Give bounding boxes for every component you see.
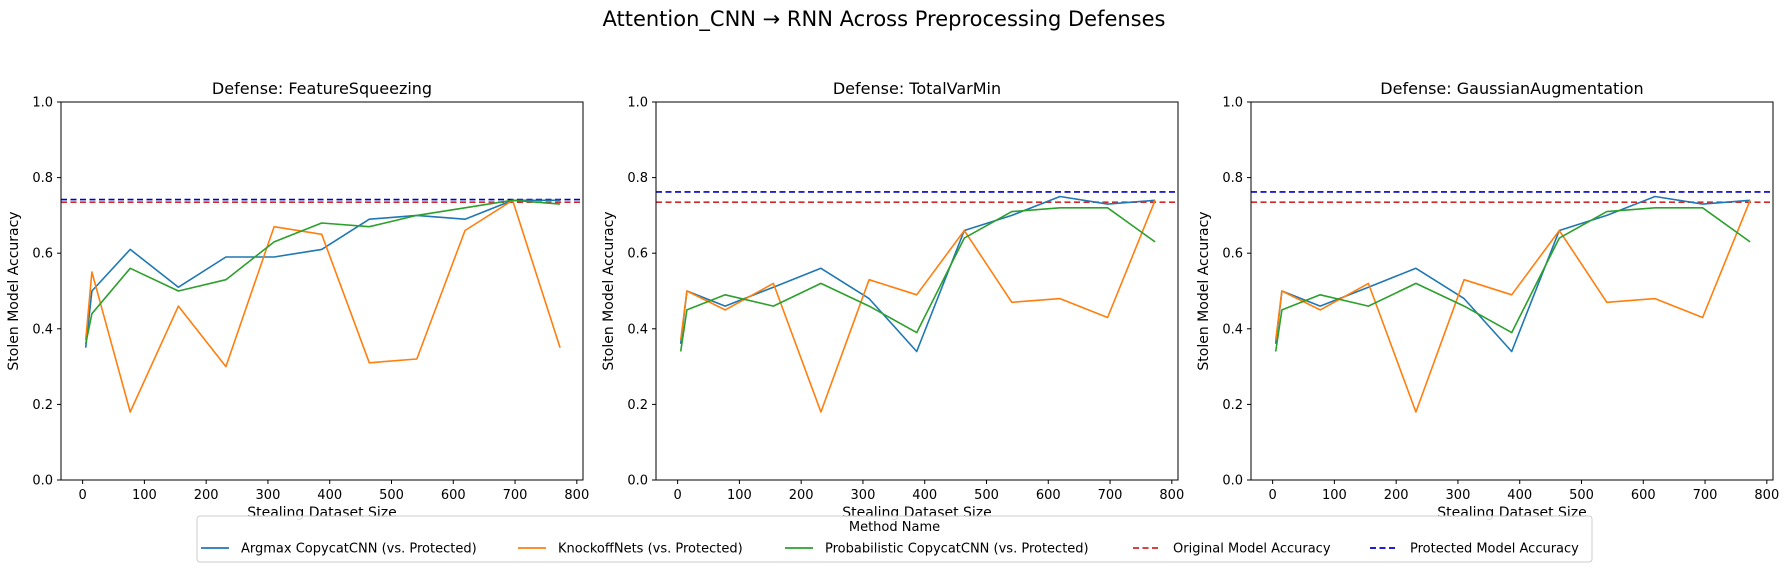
y-tick-label: 0.6 xyxy=(627,247,648,262)
panel-title: Defense: GaussianAugmentation xyxy=(1380,79,1643,98)
x-tick-label: 800 xyxy=(1159,488,1184,503)
panel-title: Defense: FeatureSqueezing xyxy=(212,79,432,98)
x-tick-label: 300 xyxy=(851,488,876,503)
x-tick-label: 0 xyxy=(78,488,86,503)
legend-item-protected-model-accuracy: Protected Model Accuracy xyxy=(1370,542,1579,557)
x-tick-label: 400 xyxy=(317,488,342,503)
legend-box xyxy=(196,515,1593,563)
series-line-argmax-copycatcnn-vs-protected xyxy=(1274,195,1751,353)
x-tick-label: 500 xyxy=(1569,488,1594,503)
x-tick-label: 300 xyxy=(1446,488,1471,503)
plot-area xyxy=(1251,191,1773,413)
x-tick-label: 600 xyxy=(1036,488,1061,503)
panel-defense-totalvarmin: Defense: TotalVarMin 0.0 0.2 0.4 0.6 0.8 1.0 0 1… xyxy=(601,79,1184,521)
y-tick-label: 1.0 xyxy=(32,96,53,111)
y-tick-label: 0.2 xyxy=(1222,398,1243,413)
x-tick-label: 200 xyxy=(1384,488,1409,503)
x-tick-label: 200 xyxy=(789,488,814,503)
x-tick-label: 400 xyxy=(912,488,937,503)
legend-title: Method Name xyxy=(849,520,940,535)
legend-item-original-model-accuracy: Original Model Accuracy xyxy=(1133,542,1331,557)
series-line-knockoffnets-vs-protected xyxy=(84,199,561,413)
x-tick-label: 0 xyxy=(673,488,681,503)
series-line-probabilistic-copycatcnn-vs-protected xyxy=(1274,207,1751,352)
plot-area xyxy=(656,191,1178,413)
x-tick-label: 100 xyxy=(1322,488,1347,503)
axes-frame xyxy=(655,101,1179,481)
panel-defense-featuresqueezing: Defense: FeatureSqueezing 0.0 0.2 0.4 0.6 0.8… xyxy=(6,79,589,521)
series-line-knockoffnets-vs-protected xyxy=(1274,199,1751,413)
panel-title: Defense: TotalVarMin xyxy=(833,79,1001,98)
legend-label: Argmax CopycatCNN (vs. Protected) xyxy=(241,542,477,557)
chart-panels: Defense: FeatureSqueezing 0.0 0.2 0.4 0.6 0.8… xyxy=(6,79,1779,521)
legend: Method Name Argmax CopycatCNN (vs. Protec… xyxy=(196,515,1593,563)
figure-title: Attention_CNN → RNN Across Preprocessing… xyxy=(602,7,1165,32)
panel-defense-gaussianaugmentation: Defense: GaussianAugmentation 0.0 0.2 0.4 0.… xyxy=(1196,79,1779,521)
y-tick-label: 0.6 xyxy=(1222,247,1243,262)
x-tick-label: 0 xyxy=(1268,488,1276,503)
y-axis-label: Stolen Model Accuracy xyxy=(6,211,22,370)
x-tick-label: 500 xyxy=(974,488,999,503)
x-tick-label: 700 xyxy=(1098,488,1123,503)
series-line-probabilistic-copycatcnn-vs-protected xyxy=(84,199,561,345)
y-tick-label: 0.8 xyxy=(32,171,53,186)
y-tick-label: 0.0 xyxy=(1222,474,1243,489)
x-tick-label: 700 xyxy=(1693,488,1718,503)
legend-item-argmax-copycatcnn-vs-protected: Argmax CopycatCNN (vs. Protected) xyxy=(201,542,477,557)
y-tick-label: 0.8 xyxy=(627,171,648,186)
legend-label: Probabilistic CopycatCNN (vs. Protected) xyxy=(825,542,1089,557)
y-tick-label: 0.4 xyxy=(32,322,53,337)
x-tick-label: 400 xyxy=(1507,488,1532,503)
x-tick-label: 100 xyxy=(132,488,157,503)
series-line-probabilistic-copycatcnn-vs-protected xyxy=(679,207,1156,352)
y-tick-label: 1.0 xyxy=(627,96,648,111)
series-line-argmax-copycatcnn-vs-protected xyxy=(679,195,1156,353)
x-tick-label: 300 xyxy=(256,488,281,503)
y-tick-label: 0.4 xyxy=(627,322,648,337)
x-tick-label: 600 xyxy=(1631,488,1656,503)
y-tick-label: 0.2 xyxy=(627,398,648,413)
y-tick-label: 0.2 xyxy=(32,398,53,413)
y-tick-label: 0.0 xyxy=(627,474,648,489)
legend-item-probabilistic-copycatcnn-vs-protected: Probabilistic CopycatCNN (vs. Protected) xyxy=(785,542,1089,557)
x-tick-label: 200 xyxy=(194,488,219,503)
y-tick-label: 0.0 xyxy=(32,474,53,489)
legend-label: Original Model Accuracy xyxy=(1173,542,1331,557)
axes-frame xyxy=(1250,101,1774,481)
legend-label: KnockoffNets (vs. Protected) xyxy=(558,542,743,557)
plot-area xyxy=(61,198,583,413)
x-tick-label: 800 xyxy=(1754,488,1779,503)
legend-label: Protected Model Accuracy xyxy=(1410,542,1579,557)
y-tick-label: 0.4 xyxy=(1222,322,1243,337)
legend-item-knockoffnets-vs-protected: KnockoffNets (vs. Protected) xyxy=(518,542,743,557)
y-tick-label: 0.8 xyxy=(1222,171,1243,186)
series-line-knockoffnets-vs-protected xyxy=(679,199,1156,413)
axes-frame xyxy=(60,101,584,481)
y-axis-label: Stolen Model Accuracy xyxy=(1196,211,1212,370)
series-line-argmax-copycatcnn-vs-protected xyxy=(84,199,561,348)
y-tick-label: 1.0 xyxy=(1222,96,1243,111)
x-tick-label: 100 xyxy=(727,488,752,503)
x-tick-label: 500 xyxy=(379,488,404,503)
x-tick-label: 600 xyxy=(441,488,466,503)
x-tick-label: 700 xyxy=(503,488,528,503)
y-axis-label: Stolen Model Accuracy xyxy=(601,211,617,370)
x-tick-label: 800 xyxy=(564,488,589,503)
y-tick-label: 0.6 xyxy=(32,247,53,262)
